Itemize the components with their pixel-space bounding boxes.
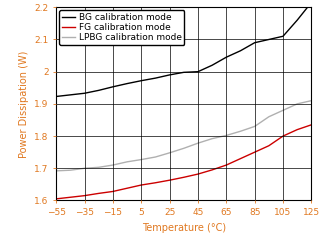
Line: LPBG calibration mode: LPBG calibration mode <box>56 101 311 171</box>
FG calibration mode <box>111 190 115 193</box>
BG calibration mode <box>54 95 58 98</box>
LPBG calibration mode <box>97 166 101 169</box>
LPBG calibration mode <box>253 125 256 128</box>
LPBG calibration mode <box>182 147 186 150</box>
BG calibration mode <box>168 73 171 76</box>
LPBG calibration mode <box>281 109 285 112</box>
BG calibration mode <box>239 49 242 52</box>
Y-axis label: Power Dissipation (W): Power Dissipation (W) <box>19 50 29 157</box>
FG calibration mode <box>253 151 256 154</box>
BG calibration mode <box>253 41 256 44</box>
LPBG calibration mode <box>224 134 228 137</box>
FG calibration mode <box>54 197 58 200</box>
BG calibration mode <box>153 77 157 79</box>
BG calibration mode <box>267 38 271 41</box>
FG calibration mode <box>82 194 86 197</box>
FG calibration mode <box>68 196 72 199</box>
Line: BG calibration mode: BG calibration mode <box>56 2 311 96</box>
LPBG calibration mode <box>168 151 171 154</box>
FG calibration mode <box>309 123 313 126</box>
LPBG calibration mode <box>295 103 299 105</box>
FG calibration mode <box>196 173 200 175</box>
Line: FG calibration mode: FG calibration mode <box>56 125 311 199</box>
FG calibration mode <box>239 157 242 160</box>
BG calibration mode <box>82 92 86 95</box>
LPBG calibration mode <box>82 167 86 170</box>
BG calibration mode <box>139 79 143 82</box>
LPBG calibration mode <box>267 115 271 118</box>
FG calibration mode <box>224 164 228 166</box>
BG calibration mode <box>182 71 186 74</box>
LPBG calibration mode <box>196 142 200 145</box>
BG calibration mode <box>68 93 72 96</box>
X-axis label: Temperature (°C): Temperature (°C) <box>142 223 226 233</box>
LPBG calibration mode <box>68 169 72 172</box>
BG calibration mode <box>309 1 313 4</box>
FG calibration mode <box>97 192 101 195</box>
BG calibration mode <box>210 64 214 67</box>
FG calibration mode <box>210 168 214 171</box>
FG calibration mode <box>182 176 186 179</box>
BG calibration mode <box>125 82 129 85</box>
FG calibration mode <box>153 181 157 184</box>
LPBG calibration mode <box>54 169 58 172</box>
FG calibration mode <box>295 128 299 131</box>
Legend: BG calibration mode, FG calibration mode, LPBG calibration mode: BG calibration mode, FG calibration mode… <box>59 10 185 45</box>
LPBG calibration mode <box>111 164 115 166</box>
BG calibration mode <box>111 85 115 88</box>
LPBG calibration mode <box>210 137 214 140</box>
LPBG calibration mode <box>153 156 157 158</box>
LPBG calibration mode <box>309 99 313 102</box>
LPBG calibration mode <box>125 160 129 163</box>
BG calibration mode <box>196 70 200 73</box>
FG calibration mode <box>125 187 129 190</box>
FG calibration mode <box>267 144 271 147</box>
LPBG calibration mode <box>139 158 143 161</box>
FG calibration mode <box>139 183 143 186</box>
FG calibration mode <box>168 179 171 182</box>
BG calibration mode <box>281 35 285 38</box>
BG calibration mode <box>224 56 228 59</box>
BG calibration mode <box>295 19 299 22</box>
LPBG calibration mode <box>239 130 242 133</box>
FG calibration mode <box>281 135 285 138</box>
BG calibration mode <box>97 89 101 92</box>
